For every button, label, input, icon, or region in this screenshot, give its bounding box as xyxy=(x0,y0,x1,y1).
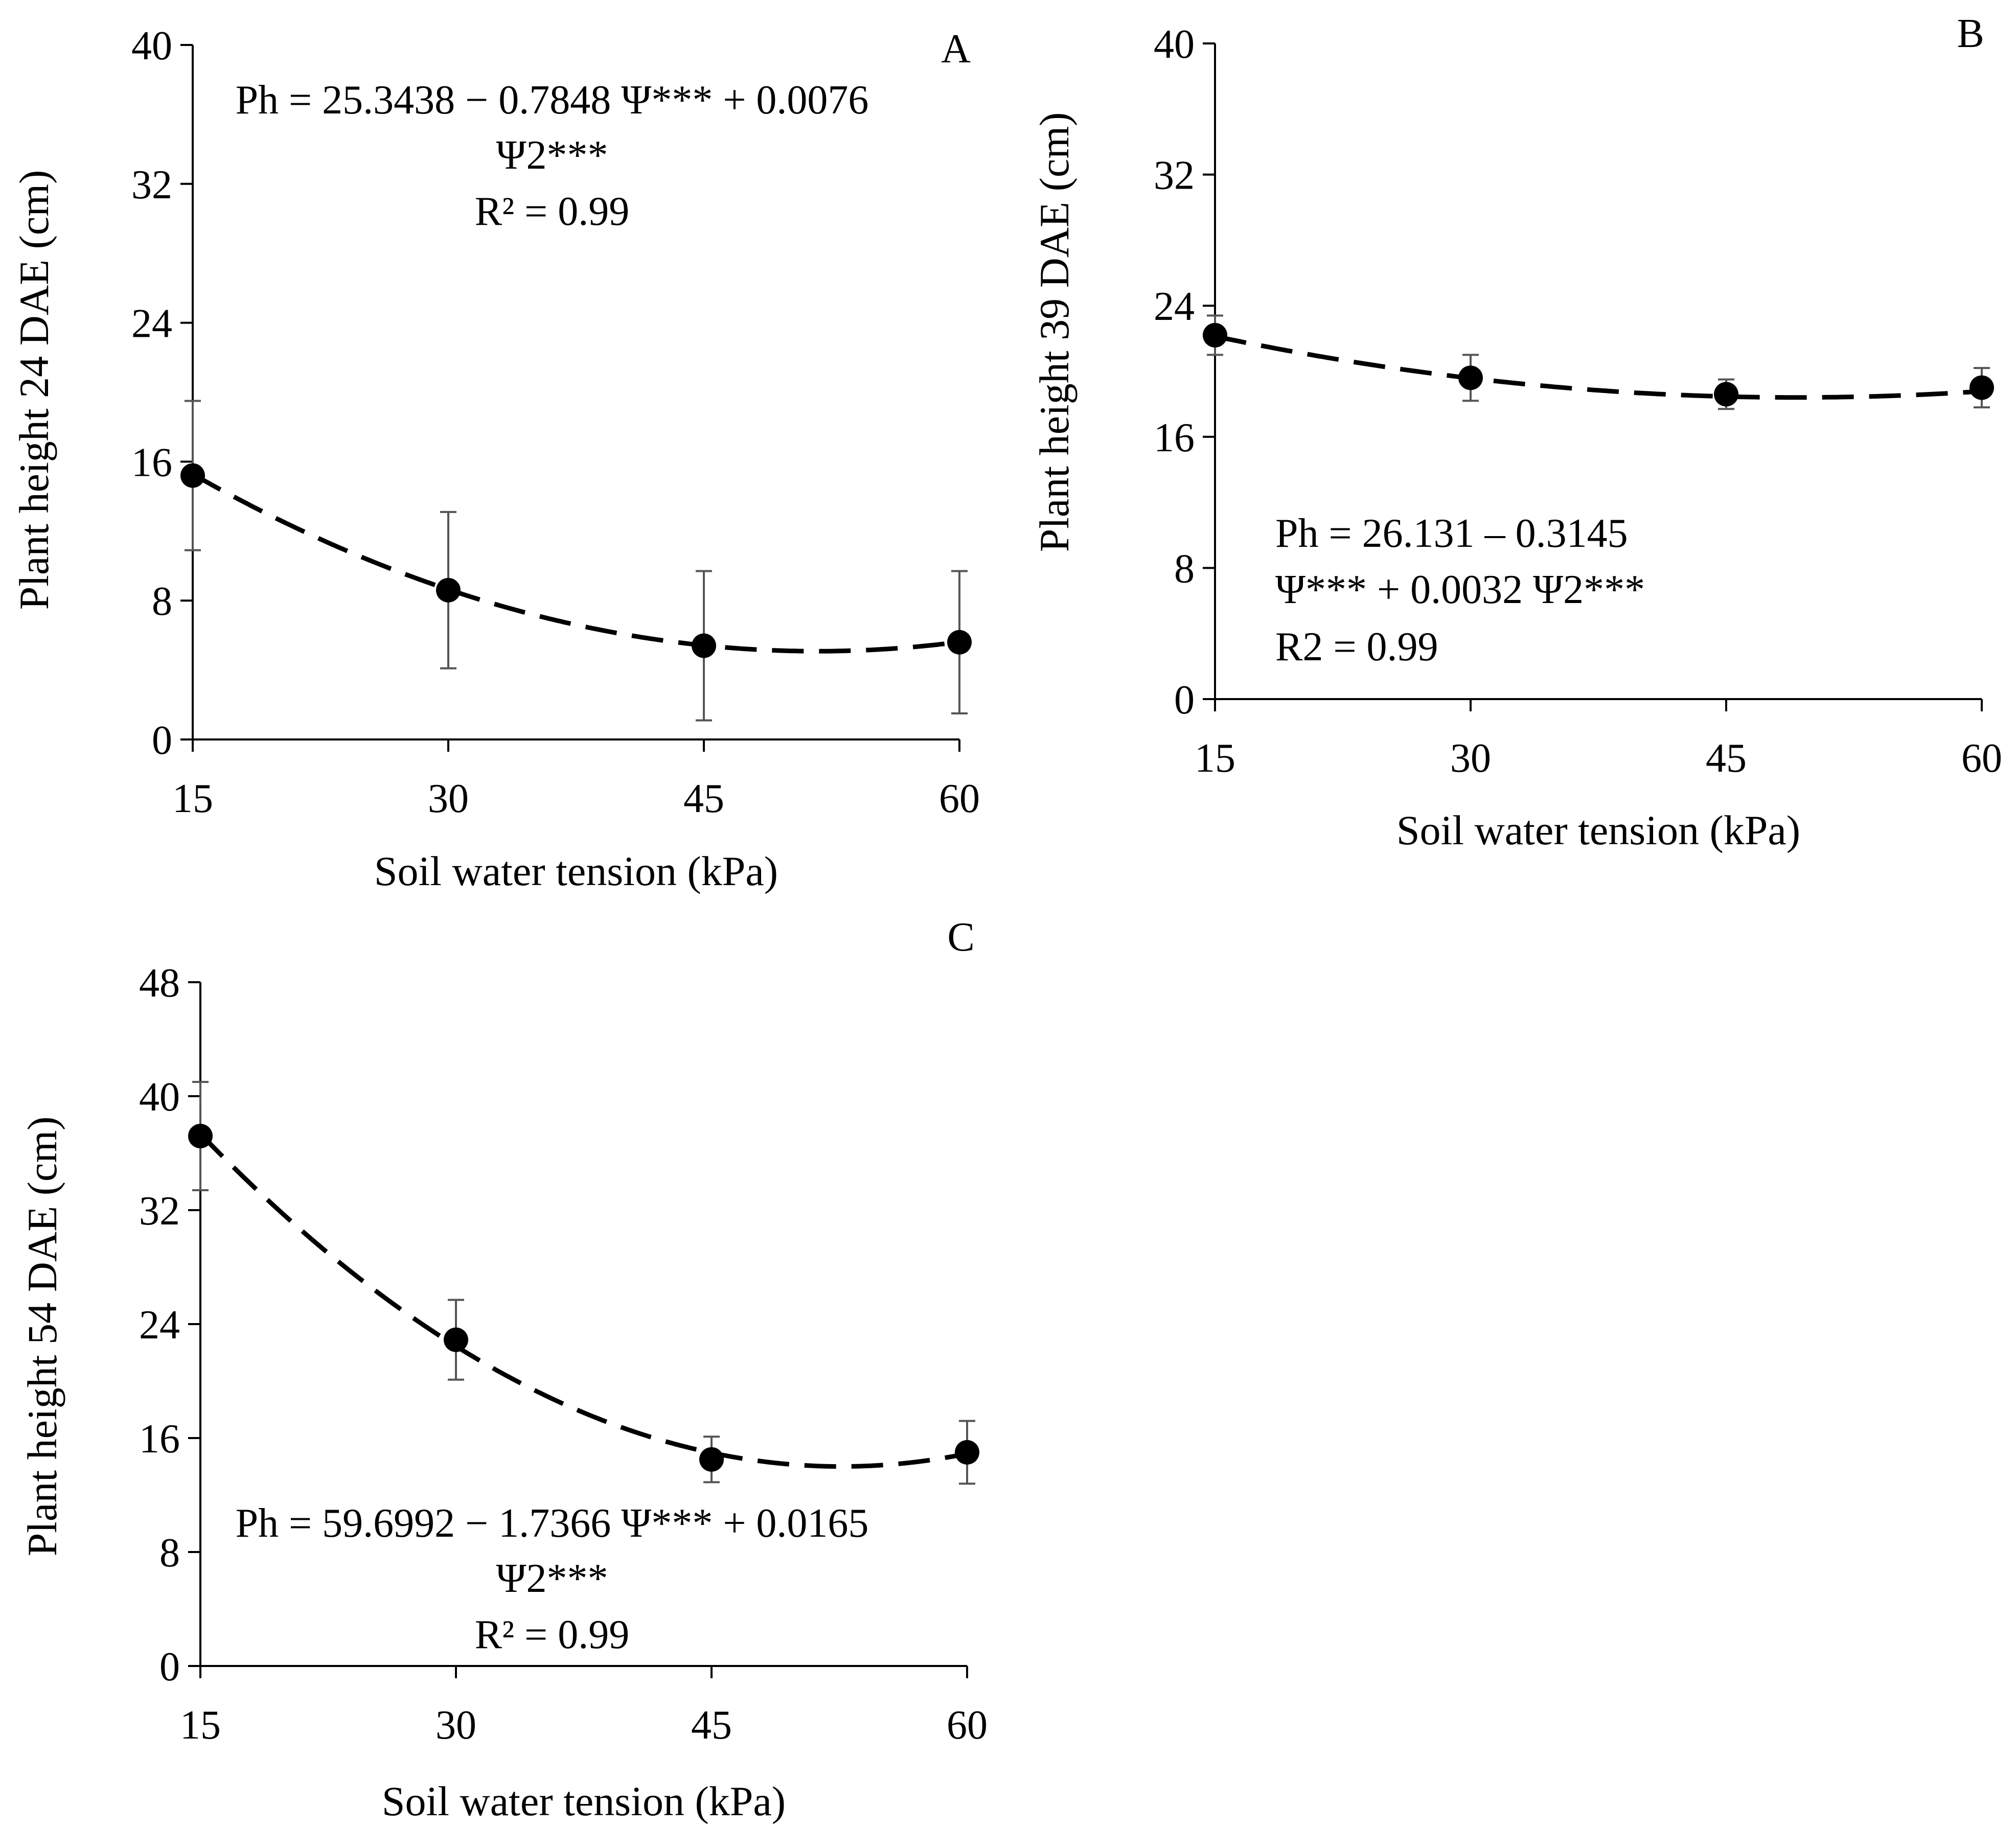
y-tick-label: 40 xyxy=(139,1075,180,1120)
data-point xyxy=(180,463,205,488)
data-point xyxy=(1458,365,1483,390)
data-point xyxy=(188,1124,213,1149)
y-tick-label: 32 xyxy=(1154,153,1195,198)
y-tick-label: 8 xyxy=(1174,546,1195,591)
data-point xyxy=(436,577,461,603)
x-tick-label: 15 xyxy=(172,776,213,821)
y-tick-label: 0 xyxy=(159,1645,180,1689)
y-tick-label: 16 xyxy=(139,1417,180,1462)
tick-labels-c: 0 8 16 24 32 40 48 15 30 45 60 xyxy=(139,961,988,1748)
x-tick-label: 15 xyxy=(180,1703,221,1748)
x-tick-label: 60 xyxy=(939,776,980,821)
panel-a: A 0 8 16 24 32 40 15 30 45 60 Soil water… xyxy=(11,24,980,894)
equation-line-3-b: R2 = 0.99 xyxy=(1275,624,1438,669)
panel-letter-a: A xyxy=(941,27,971,72)
x-tick-label: 30 xyxy=(436,1703,476,1748)
x-tick-label: 60 xyxy=(947,1703,988,1748)
data-point xyxy=(947,630,972,655)
x-tick-label: 15 xyxy=(1195,736,1235,781)
equation-line-3-c: R² = 0.99 xyxy=(475,1612,629,1657)
y-axis-title-a: Plant height 24 DAE (cm) xyxy=(11,170,57,610)
y-tick-label: 48 xyxy=(139,961,180,1006)
panel-c: C 0 8 16 24 32 40 48 15 30 45 60 Soil wa… xyxy=(19,915,988,1824)
y-tick-label: 40 xyxy=(1154,22,1195,67)
panel-letter-b: B xyxy=(1957,11,1984,56)
equation-line-1-c: Ph = 59.6992 − 1.7366 Ψ*** + 0.0165 xyxy=(236,1501,869,1546)
x-axis-title-a: Soil water tension (kPa) xyxy=(374,848,778,894)
equation-line-2-a: Ψ2*** xyxy=(496,133,608,178)
equation-line-2-c: Ψ2*** xyxy=(496,1556,608,1601)
equation-line-2-b: Ψ*** + 0.0032 Ψ2*** xyxy=(1275,567,1645,612)
equation-line-3-a: R² = 0.99 xyxy=(475,189,629,234)
y-axis-title-b: Plant height 39 DAE (cm) xyxy=(1031,112,1078,552)
x-tick-label: 45 xyxy=(691,1703,732,1748)
axes-b xyxy=(1203,42,1983,711)
data-point xyxy=(444,1327,468,1352)
data-point xyxy=(699,1447,724,1472)
y-tick-label: 16 xyxy=(1154,415,1195,460)
y-tick-label: 8 xyxy=(152,579,172,624)
equation-line-1-a: Ph = 25.3438 − 0.7848 Ψ*** + 0.0076 xyxy=(236,78,869,123)
axes-a xyxy=(180,44,960,752)
x-tick-label: 45 xyxy=(683,776,724,821)
data-point xyxy=(1969,375,1994,400)
data-point xyxy=(1714,382,1738,407)
x-axis-title-b: Soil water tension (kPa) xyxy=(1396,807,1800,853)
x-tick-label: 45 xyxy=(1706,736,1747,781)
y-tick-label: 32 xyxy=(131,163,172,207)
fit-curve xyxy=(191,472,960,654)
tick-labels-a: 0 8 16 24 32 40 15 30 45 60 xyxy=(131,24,980,821)
series-a xyxy=(180,400,972,722)
tick-labels-b: 0 8 16 24 32 40 15 30 45 60 xyxy=(1154,22,2002,781)
x-tick-label: 60 xyxy=(1961,736,2002,781)
x-tick-label: 30 xyxy=(428,776,469,821)
fit-curve xyxy=(1215,334,1982,400)
y-tick-label: 40 xyxy=(131,24,172,68)
fit-curve xyxy=(198,1132,968,1469)
y-tick-label: 0 xyxy=(152,718,172,763)
equation-line-1-b: Ph = 26.131 – 0.3145 xyxy=(1275,511,1628,556)
series-c xyxy=(188,1081,979,1485)
y-tick-label: 0 xyxy=(1174,678,1195,723)
y-tick-label: 8 xyxy=(159,1531,180,1576)
y-tick-label: 24 xyxy=(139,1303,180,1348)
data-point xyxy=(692,633,716,658)
panel-b: B 0 8 16 24 32 40 15 30 45 60 Soil water… xyxy=(1031,11,2002,853)
x-axis-title-c: Soil water tension (kPa) xyxy=(382,1778,786,1824)
y-tick-label: 24 xyxy=(1154,284,1195,329)
y-tick-label: 24 xyxy=(131,302,172,346)
y-tick-label: 16 xyxy=(131,440,172,485)
x-tick-label: 30 xyxy=(1450,736,1491,781)
series-b xyxy=(1203,314,1994,410)
y-tick-label: 32 xyxy=(139,1189,180,1234)
data-point xyxy=(1203,322,1227,348)
data-point xyxy=(955,1440,979,1465)
panel-letter-c: C xyxy=(947,915,974,960)
y-axis-title-c: Plant height 54 DAE (cm) xyxy=(19,1117,65,1557)
